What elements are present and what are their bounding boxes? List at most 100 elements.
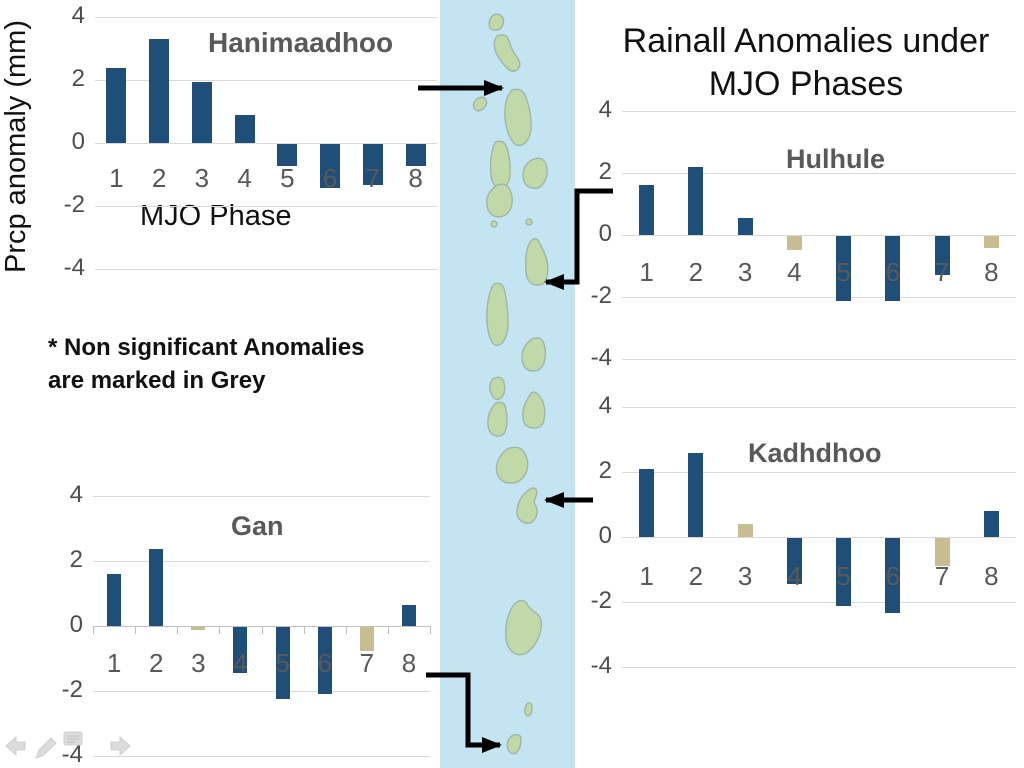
gridline-hulhule-0	[622, 235, 1016, 236]
xtick-gan-2: 2	[148, 648, 164, 678]
bar-hanimaadhoo-phase-7	[362, 144, 383, 185]
xtick-gan-1: 1	[106, 648, 122, 678]
ytick-hulhule-2: 2	[598, 158, 612, 185]
ytick-kadhdhoo--2: -2	[590, 587, 612, 614]
slideshow-toolbar	[5, 731, 131, 759]
gridline-kadhdhoo--4	[622, 667, 1016, 668]
xtick-hanimaadhoo-7: 7	[365, 163, 381, 193]
ytick-hulhule-4: 4	[598, 96, 612, 123]
bar-gan-phase-5	[275, 627, 290, 699]
chart-title-gan: Gan	[231, 511, 284, 541]
axis-tick-gan-7	[387, 626, 389, 634]
bar-hulhule-phase-6	[885, 236, 901, 302]
xtick-kadhdhoo-1: 1	[639, 561, 654, 591]
pen-icon[interactable]	[35, 737, 57, 759]
axis-tick-gan-8	[430, 626, 431, 634]
note-line2: are marked in Grey	[48, 367, 266, 394]
bar-gan-phase-7	[359, 627, 374, 652]
xtick-kadhdhoo-5: 5	[836, 561, 851, 591]
xtick-kadhdhoo-7: 7	[934, 561, 950, 591]
ytick-kadhdhoo-0: 0	[598, 522, 612, 549]
bar-gan-phase-6	[317, 627, 332, 694]
slide-title-line1: Rainall Anomalies under	[622, 22, 990, 60]
gridline-gan--4	[93, 756, 430, 758]
axis-tick-gan-0	[93, 626, 94, 634]
bar-hulhule-phase-8	[983, 236, 999, 249]
gridline-kadhdhoo-2	[622, 472, 1016, 473]
bar-gan-phase-8	[401, 604, 416, 626]
xtick-kadhdhoo-2: 2	[688, 561, 704, 591]
bar-hanimaadhoo-phase-8	[405, 144, 426, 166]
ytick-gan--4: -4	[61, 741, 83, 768]
ytick-kadhdhoo--4: -4	[590, 652, 612, 679]
xtick-hulhule-4: 4	[787, 257, 802, 287]
xtick-hanimaadhoo-4: 4	[237, 163, 252, 193]
ytick-gan-2: 2	[69, 545, 83, 573]
bar-hanimaadhoo-phase-2	[149, 39, 170, 143]
xtick-hanimaadhoo-5: 5	[280, 163, 295, 193]
gridline-gan-4	[93, 495, 430, 497]
gridline-hanimaadhoo-2	[95, 80, 437, 82]
chart-title-hulhule: Hulhule	[786, 144, 885, 174]
maldives-map-svg	[440, 0, 575, 768]
xtick-hanimaadhoo-3: 3	[194, 163, 210, 193]
maldives-map	[440, 0, 575, 768]
ytick-hanimaadhoo-0: 0	[71, 128, 85, 155]
comments-icon[interactable]	[63, 731, 83, 746]
gridline-hulhule-2	[622, 173, 1016, 174]
bar-gan-phase-4	[233, 627, 248, 673]
gridline-hulhule--4	[622, 359, 1016, 360]
xtick-gan-8: 8	[401, 648, 417, 678]
ytick-hanimaadhoo-2: 2	[71, 65, 85, 93]
ytick-hanimaadhoo-4: 4	[71, 2, 85, 30]
bar-kadhdhoo-phase-2	[688, 452, 704, 537]
ytick-gan--2: -2	[61, 676, 83, 704]
xtick-hulhule-8: 8	[984, 257, 999, 287]
bar-kadhdhoo-phase-5	[836, 538, 852, 607]
bar-hanimaadhoo-phase-5	[277, 144, 298, 166]
xtick-hanimaadhoo-6: 6	[322, 163, 338, 193]
chart-title-hanimaadhoo: Hanimaadhoo	[208, 27, 394, 58]
bar-hulhule-phase-2	[688, 166, 704, 235]
ytick-hanimaadhoo--4: -4	[63, 253, 85, 281]
previous-slide-icon[interactable]	[5, 735, 26, 757]
xtick-gan-4: 4	[233, 648, 248, 678]
axis-tick-gan-1	[135, 626, 137, 634]
xtick-hulhule-3: 3	[737, 257, 753, 287]
bar-hanimaadhoo-phase-6	[320, 144, 341, 188]
bar-hulhule-phase-5	[836, 236, 852, 302]
xtick-gan-6: 6	[317, 648, 332, 678]
xtick-hanimaadhoo-1: 1	[109, 163, 124, 193]
axis-tick-gan-5	[303, 626, 305, 634]
ytick-hulhule--2: -2	[590, 282, 612, 309]
bar-kadhdhoo-phase-4	[786, 538, 802, 584]
ytick-hulhule-0: 0	[598, 220, 612, 247]
bar-kadhdhoo-phase-3	[737, 524, 753, 537]
gridline-hanimaadhoo--4	[95, 268, 437, 270]
xtick-hulhule-5: 5	[836, 257, 851, 287]
bar-gan-phase-2	[149, 549, 164, 626]
gridline-hulhule--2	[622, 297, 1016, 298]
chart-title-kadhdhoo: Kadhdhoo	[748, 438, 882, 468]
ytick-hanimaadhoo--2: -2	[63, 190, 85, 218]
gridline-gan--2	[93, 691, 430, 693]
xtick-kadhdhoo-3: 3	[737, 561, 753, 591]
xtick-hulhule-2: 2	[688, 257, 704, 287]
gridline-hanimaadhoo--2	[95, 205, 437, 207]
xtick-kadhdhoo-4: 4	[787, 561, 802, 591]
gridline-kadhdhoo--2	[622, 602, 1016, 603]
bar-hulhule-phase-1	[639, 185, 655, 235]
bar-hanimaadhoo-phase-3	[191, 81, 212, 143]
slide-title-line2: MJO Phases	[708, 65, 904, 103]
bar-kadhdhoo-phase-6	[885, 538, 901, 613]
next-slide-icon[interactable]	[110, 735, 131, 757]
gridline-hanimaadhoo-0	[95, 143, 437, 144]
axis-tick-gan-4	[261, 626, 263, 634]
bar-gan-phase-1	[107, 573, 122, 626]
bar-gan-phase-3	[191, 627, 206, 631]
slide-title: Rainall Anomalies under MJO Phases	[590, 20, 1022, 106]
ytick-hulhule--4: -4	[590, 344, 612, 371]
map-islands	[472, 13, 549, 755]
xtick-hulhule-7: 7	[934, 257, 950, 287]
